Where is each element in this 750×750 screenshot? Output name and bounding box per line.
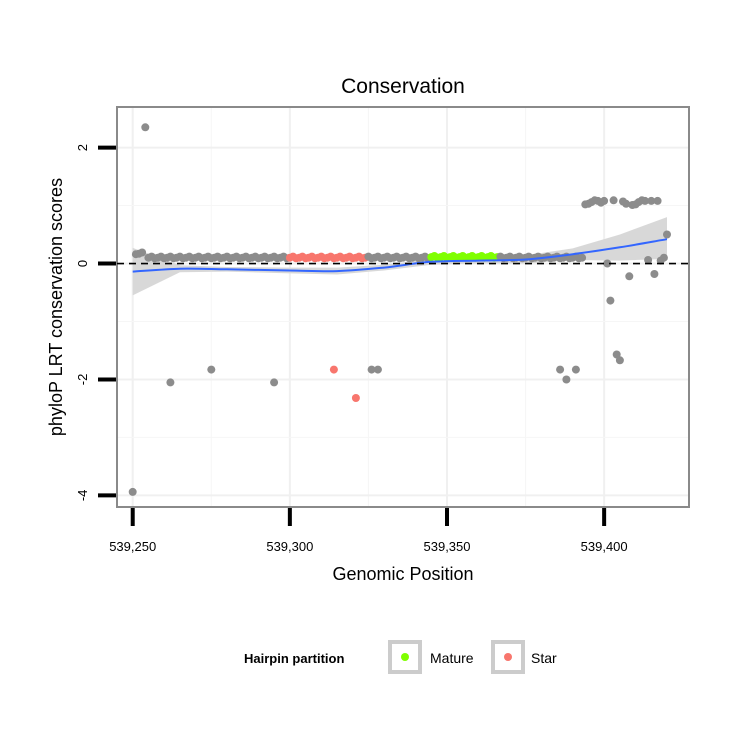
legend-key-mature-dot	[401, 653, 409, 661]
smooth-line-layer	[132, 238, 668, 273]
data-point-star	[329, 365, 338, 374]
data-point-other	[603, 259, 612, 268]
data-point-other	[625, 272, 634, 281]
data-point-other	[606, 296, 615, 305]
data-point-other	[653, 196, 662, 205]
data-point-other	[571, 365, 580, 374]
baseline-point-bands	[144, 252, 587, 263]
data-point-other	[556, 365, 565, 374]
y-tick-label: -4	[75, 490, 90, 502]
data-point-other	[373, 365, 382, 374]
y-tick-label: -2	[75, 374, 90, 386]
y-tick-label: 2	[75, 144, 90, 151]
data-point-other	[615, 356, 624, 365]
data-point-other	[367, 365, 376, 374]
x-tick-label: 539,300	[266, 539, 313, 554]
legend-key-star-dot	[504, 653, 512, 661]
data-point-other	[562, 375, 571, 384]
data-point-other	[166, 378, 175, 387]
data-point-other	[644, 256, 653, 264]
data-point-other	[270, 378, 279, 387]
data-point-star	[351, 394, 360, 402]
data-point-other	[141, 123, 150, 132]
legend-title: Hairpin partition	[244, 651, 344, 666]
data-point-other	[609, 196, 618, 205]
data-point-other	[663, 230, 671, 239]
data-point-other	[138, 248, 147, 257]
data-point-other	[622, 199, 631, 208]
x-tick-label: 539,250	[109, 539, 156, 554]
data-point-other	[647, 196, 656, 205]
data-point-other	[650, 270, 659, 278]
data-point-other	[128, 487, 137, 496]
y-tick-label: 0	[75, 260, 90, 267]
legend-label-star: Star	[531, 650, 557, 666]
x-axis: 539,250 539,300 539,350 539,400	[109, 508, 628, 554]
data-point-other	[641, 196, 649, 205]
x-tick-label: 539,400	[581, 539, 628, 554]
plot-panel-border	[116, 106, 690, 508]
x-tick-label: 539,350	[424, 539, 471, 554]
y-axis: -4 -2 0 2	[75, 144, 116, 501]
y-axis-label: phyloP LRT conservation scores	[46, 178, 66, 436]
legend: Hairpin partition Mature Star	[244, 640, 557, 674]
grid-layer	[117, 107, 689, 507]
chart-title: Conservation	[341, 75, 465, 98]
scatter-points	[128, 123, 671, 496]
data-point-other	[659, 253, 668, 262]
data-point-other	[207, 365, 216, 374]
legend-label-mature: Mature	[430, 650, 474, 666]
data-point-other	[578, 253, 587, 262]
smooth-line	[132, 238, 668, 273]
x-axis-label: Genomic Position	[332, 564, 473, 584]
data-point-other	[600, 196, 609, 205]
